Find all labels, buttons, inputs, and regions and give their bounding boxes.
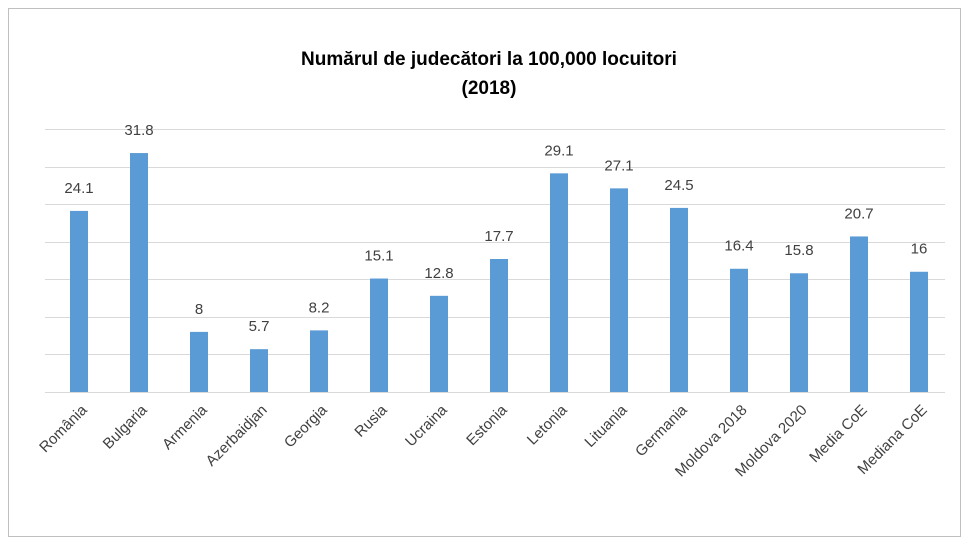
data-label: 27.1: [604, 157, 633, 174]
bar: [310, 330, 328, 392]
bar: [790, 273, 808, 392]
chart-border: [8, 8, 961, 537]
bar: [670, 207, 688, 392]
bar: [730, 268, 748, 392]
data-label: 8.2: [309, 299, 330, 316]
data-label: 20.7: [844, 205, 873, 222]
data-label: 16: [911, 241, 928, 258]
data-label: 17.7: [484, 228, 513, 245]
bar: [430, 295, 448, 392]
bar: [190, 331, 208, 392]
data-label: 15.1: [364, 248, 393, 265]
bar: [70, 210, 88, 392]
bar: [490, 258, 508, 392]
bar: [910, 271, 928, 392]
chart-title: Numărul de judecători la 100,000 locuito…: [301, 49, 677, 70]
bar: [850, 236, 868, 392]
bar: [130, 153, 148, 392]
bar: [610, 188, 628, 392]
chart-subtitle: (2018): [462, 78, 517, 99]
bar: [370, 278, 388, 392]
data-label: 12.8: [424, 265, 453, 282]
bar: [550, 173, 568, 392]
data-label: 24.1: [64, 180, 93, 197]
data-label: 16.4: [724, 238, 753, 255]
data-label: 15.8: [784, 242, 813, 259]
data-label: 29.1: [544, 142, 573, 159]
data-label: 5.7: [249, 318, 270, 335]
bar: [250, 349, 268, 392]
data-label: 24.5: [664, 177, 693, 194]
data-label: 31.8: [124, 122, 153, 139]
data-label: 8: [195, 301, 203, 318]
